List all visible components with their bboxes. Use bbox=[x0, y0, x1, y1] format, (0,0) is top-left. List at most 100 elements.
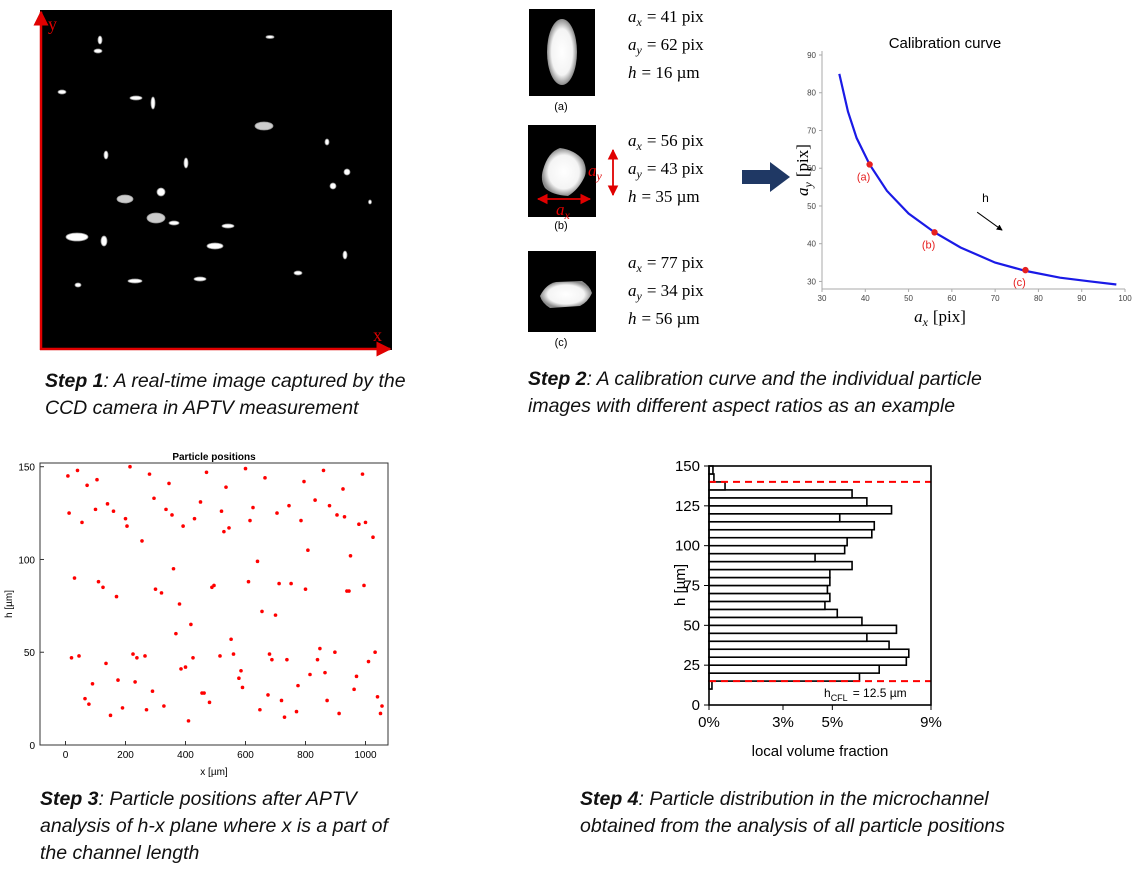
particle-point bbox=[247, 580, 251, 584]
particle-point bbox=[318, 647, 322, 651]
histogram-bar bbox=[709, 506, 892, 514]
x-axis-label-rest: [pix] bbox=[933, 307, 966, 326]
particle-point bbox=[83, 697, 87, 701]
cfl-annotation-subscript: CFL bbox=[831, 693, 848, 703]
particle-point bbox=[352, 688, 356, 692]
particle-point bbox=[328, 504, 332, 508]
particle-point bbox=[302, 480, 306, 484]
histogram-bar bbox=[709, 657, 906, 665]
particle-point bbox=[145, 708, 149, 712]
particle-point bbox=[70, 656, 74, 660]
histogram-bar bbox=[709, 546, 845, 554]
caption: obtained from the analysis of all partic… bbox=[580, 815, 1005, 837]
particle-point bbox=[179, 667, 183, 671]
particle-parameter-subscript: x bbox=[636, 139, 643, 153]
dimension-label-subscript: y bbox=[596, 169, 603, 183]
particle-point bbox=[280, 699, 284, 703]
x-axis-label-symbol: a bbox=[914, 307, 923, 326]
particle-point bbox=[76, 469, 80, 473]
caption-step: Step 4 bbox=[580, 788, 639, 810]
calibration-point bbox=[1022, 267, 1028, 273]
caption: images with different aspect ratios as a… bbox=[528, 395, 955, 417]
particle-point bbox=[224, 485, 228, 489]
caption: Step 3: Particle positions after APTV bbox=[40, 788, 359, 810]
particle-point bbox=[277, 582, 281, 586]
y-tick-label: 50 bbox=[807, 202, 816, 211]
histogram-bar bbox=[709, 617, 862, 625]
particle-parameter: ax= 56 pix bbox=[628, 131, 704, 153]
particle-point bbox=[274, 613, 278, 617]
particle-point bbox=[258, 708, 262, 712]
point-label: (a) bbox=[857, 171, 870, 183]
histogram-bar bbox=[709, 673, 859, 681]
point-label: (b) bbox=[922, 239, 935, 251]
x-tick-label: 50 bbox=[904, 294, 913, 303]
particle-point bbox=[341, 487, 345, 491]
particle-point bbox=[91, 682, 95, 686]
particle-point bbox=[251, 506, 255, 510]
calibration-line bbox=[839, 74, 1116, 285]
particle-point bbox=[200, 691, 204, 695]
particle-point bbox=[232, 652, 236, 656]
caption-step: Step 3 bbox=[40, 788, 99, 810]
histogram-bar bbox=[709, 482, 725, 490]
caption-text: : Particle distribution in the microchan… bbox=[639, 788, 990, 810]
cfl-annotation-rest: = 12.5 µm bbox=[853, 686, 907, 700]
particle-point bbox=[184, 665, 188, 669]
particle-point bbox=[371, 535, 375, 539]
particle-parameter-subscript: y bbox=[636, 289, 643, 303]
particle-point bbox=[357, 522, 361, 526]
y-axis-label-subscript: y bbox=[801, 181, 815, 188]
y-tick-label: 125 bbox=[675, 498, 700, 515]
y-axis-label-rest: [pix] bbox=[793, 144, 812, 177]
particle-parameter: ay= 43 pix bbox=[628, 159, 704, 181]
particle-point bbox=[220, 509, 224, 513]
particle-parameter-rest: = 35 µm bbox=[642, 187, 700, 206]
x-tick-label: 70 bbox=[991, 294, 1000, 303]
x-tick-label: 80 bbox=[1034, 294, 1043, 303]
chart-title: Particle positions bbox=[172, 452, 256, 463]
particle-point bbox=[143, 654, 147, 658]
caption: CCD camera in APTV measurement bbox=[45, 397, 360, 419]
x-tick-label: 30 bbox=[818, 294, 827, 303]
particle-parameter-symbol: a bbox=[628, 35, 637, 54]
particle-parameter-rest: = 41 pix bbox=[647, 7, 704, 26]
y-tick-label: 0 bbox=[29, 741, 35, 752]
caption: analysis of h-x plane where x is a part … bbox=[40, 815, 391, 837]
x-tick-label: 9% bbox=[920, 714, 942, 731]
histogram-bar bbox=[709, 538, 847, 546]
particle-point bbox=[67, 511, 71, 515]
particle-point bbox=[85, 483, 89, 487]
particle-point bbox=[172, 567, 176, 571]
particle-point bbox=[337, 712, 341, 716]
particle-point bbox=[362, 584, 366, 588]
particle-point bbox=[80, 521, 84, 525]
caption-text: analysis of h-x plane where x is a part … bbox=[40, 815, 391, 837]
y-tick-label: 0 bbox=[692, 697, 700, 714]
x-axis-label: ax[pix] bbox=[914, 307, 966, 329]
y-tick-label: 25 bbox=[683, 657, 700, 674]
particle-label: (a) bbox=[554, 101, 567, 113]
x-axis-label: x [µm] bbox=[200, 767, 228, 778]
particle-point bbox=[304, 587, 308, 591]
x-tick-label: 0 bbox=[63, 750, 69, 761]
particle-parameter-rest: = 34 pix bbox=[647, 281, 704, 300]
particle-point bbox=[106, 502, 110, 506]
particle-parameter: ax= 77 pix bbox=[628, 253, 704, 275]
particle-point bbox=[189, 623, 193, 627]
particle-point bbox=[140, 539, 144, 543]
particle-parameter-symbol: a bbox=[628, 281, 637, 300]
particle-parameter: ay= 62 pix bbox=[628, 35, 704, 57]
particle-parameter-symbol: h bbox=[628, 187, 637, 206]
x-tick-label: 400 bbox=[177, 750, 194, 761]
caption-step: Step 2 bbox=[528, 368, 587, 390]
particle-point bbox=[97, 580, 101, 584]
particle-parameter-symbol: a bbox=[628, 7, 637, 26]
particle-point bbox=[263, 476, 267, 480]
x-axis-label: local volume fraction bbox=[752, 743, 889, 760]
particle-point bbox=[322, 469, 326, 473]
particle-parameter: ax= 41 pix bbox=[628, 7, 704, 29]
y-axis-label: ay[pix] bbox=[793, 144, 815, 196]
particle-point bbox=[268, 652, 272, 656]
cfl-annotation-symbol: h bbox=[824, 686, 831, 700]
